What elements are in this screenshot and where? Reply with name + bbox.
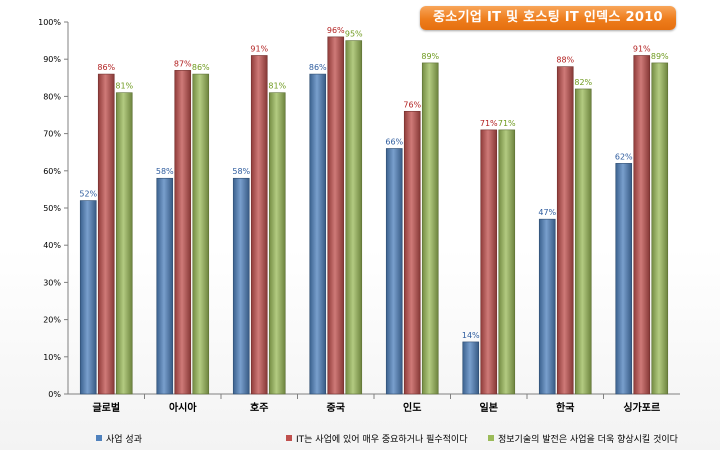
- bar: [538, 218, 556, 395]
- data-label: 87%: [174, 59, 192, 68]
- data-label: 91%: [633, 44, 651, 53]
- legend-label-series-1: 사업 성과: [106, 434, 142, 445]
- y-tick-label: 40%: [43, 241, 61, 250]
- data-label: 62%: [615, 152, 633, 161]
- bar: [385, 148, 403, 395]
- data-label: 82%: [574, 78, 592, 87]
- y-tick-label: 30%: [43, 278, 61, 287]
- bar: [498, 129, 516, 395]
- x-tick-label: 인도: [403, 401, 421, 414]
- data-label: 71%: [480, 119, 498, 128]
- y-tick-label: 90%: [43, 55, 61, 64]
- bar: [115, 92, 133, 395]
- data-label: 91%: [250, 44, 268, 53]
- bar: [556, 66, 574, 395]
- x-tick-label: 호주: [250, 401, 268, 414]
- bar: [79, 200, 97, 395]
- y-tick-label: 80%: [43, 92, 61, 101]
- bar: [250, 55, 268, 395]
- data-label: 58%: [232, 167, 250, 176]
- data-label: 66%: [385, 137, 403, 146]
- bar: [421, 62, 439, 395]
- y-tick-label: 70%: [43, 130, 61, 139]
- chart-title: 중소기업 IT 및 호스팅 IT 인덱스 2010: [420, 6, 676, 30]
- bar: [345, 40, 363, 395]
- legend-label-series-3: 정보기술의 발전은 사업을 더욱 향상시킬 것이다: [498, 434, 678, 445]
- x-tick-label: 한국: [556, 402, 574, 414]
- legend-swatch-series-3: [488, 435, 494, 441]
- data-label: 47%: [538, 208, 556, 217]
- y-tick-label: 20%: [43, 316, 61, 325]
- x-tick-label: 글로벌: [92, 401, 120, 414]
- bar: [403, 110, 421, 395]
- data-label: 89%: [651, 52, 669, 61]
- bar: [327, 36, 345, 395]
- data-label: 96%: [327, 26, 345, 35]
- bar: [192, 73, 210, 395]
- data-label: 95%: [345, 30, 363, 39]
- bar: [633, 55, 651, 395]
- data-label: 76%: [403, 100, 421, 109]
- legend-swatch-series-1: [96, 435, 102, 441]
- x-tick-label: 아시아: [169, 401, 197, 414]
- data-label: 86%: [192, 63, 210, 72]
- bar: [651, 62, 669, 395]
- legend-item-series-3: 정보기술의 발전은 사업을 더욱 향상시킬 것이다: [488, 431, 678, 445]
- bar: [480, 129, 498, 395]
- data-label: 86%: [309, 63, 327, 72]
- y-tick-label: 10%: [43, 353, 61, 362]
- data-label: 89%: [421, 52, 439, 61]
- data-label: 81%: [268, 82, 286, 91]
- legend-item-series-2: IT는 사업에 있어 매우 중요하거나 필수적이다: [286, 431, 468, 445]
- bar: [462, 341, 480, 395]
- bar: [615, 163, 633, 395]
- data-label: 71%: [498, 119, 516, 128]
- y-tick-label: 100%: [38, 18, 61, 27]
- data-label: 81%: [115, 82, 133, 91]
- legend-label-series-2: IT는 사업에 있어 매우 중요하거나 필수적이다: [296, 434, 468, 445]
- data-label: 14%: [462, 331, 480, 340]
- bar: [232, 177, 250, 395]
- data-label: 86%: [97, 63, 115, 72]
- data-label: 88%: [556, 56, 574, 65]
- data-label: 52%: [79, 190, 97, 199]
- bar: [156, 177, 174, 395]
- x-tick-label: 중국: [327, 402, 345, 414]
- x-tick-label: 싱가포르: [623, 401, 660, 414]
- bar: [174, 70, 192, 395]
- bar: [309, 73, 327, 395]
- y-tick-label: 0%: [48, 390, 61, 399]
- legend-item-series-1: 사업 성과: [96, 431, 142, 445]
- bar: [268, 92, 286, 395]
- y-tick-label: 50%: [43, 204, 61, 213]
- legend-swatch-series-2: [286, 435, 292, 441]
- y-tick-label: 60%: [43, 167, 61, 176]
- bar: [97, 73, 115, 395]
- data-label: 58%: [156, 167, 174, 176]
- bar: [574, 88, 592, 395]
- x-tick-label: 일본: [480, 401, 498, 414]
